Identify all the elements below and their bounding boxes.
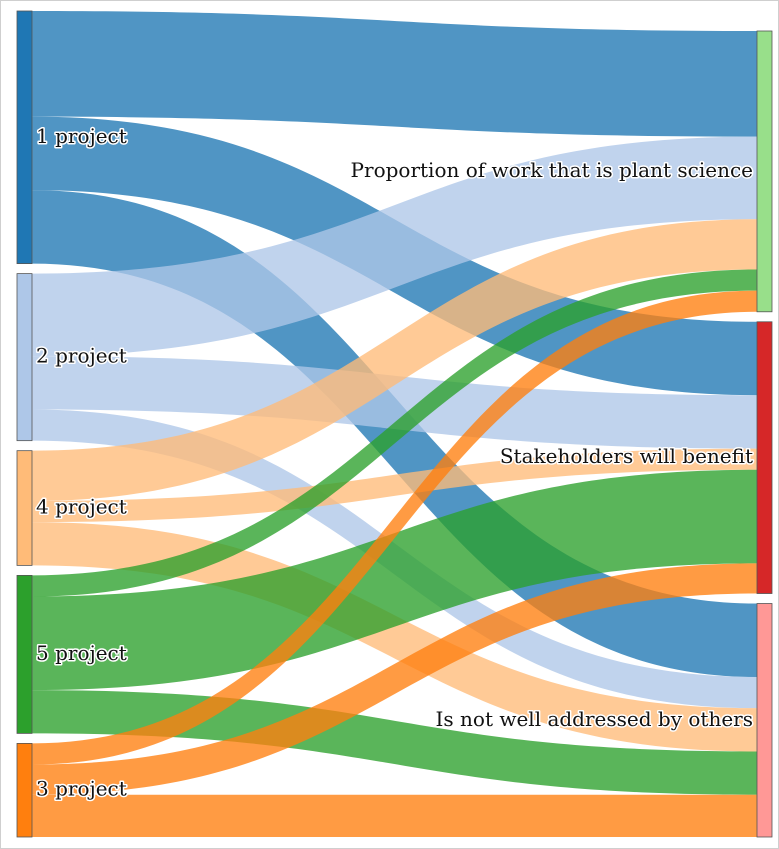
- link-s5-to-t1[interactable]: [32, 269, 757, 597]
- links-layer: [32, 11, 757, 837]
- node-s1[interactable]: [16, 10, 33, 265]
- link-s1-to-t1[interactable]: [32, 11, 757, 137]
- link-s3-to-t2[interactable]: [32, 563, 757, 795]
- link-s4-to-t1[interactable]: [32, 219, 757, 501]
- node-t2[interactable]: [756, 321, 773, 594]
- node-label-s2: 2 project: [36, 344, 127, 368]
- link-s4-to-t2[interactable]: [32, 448, 757, 523]
- node-label-t1: Proportion of work that is plant science: [351, 158, 753, 182]
- node-s3[interactable]: [16, 743, 33, 838]
- link-s2-to-t2[interactable]: [32, 356, 757, 449]
- node-label-s5: 5 project: [36, 641, 127, 665]
- node-label-s4: 4 project: [36, 495, 127, 519]
- node-t1[interactable]: [756, 30, 773, 313]
- node-t3[interactable]: [756, 603, 773, 838]
- labels-layer: 1 project 2 project 4 project 5 project 3 pr…: [35, 122, 755, 802]
- link-s3-to-t3[interactable]: [32, 794, 757, 837]
- node-s4[interactable]: [16, 450, 33, 566]
- node-label-s3: 3 project: [36, 777, 127, 801]
- link-s5-to-t2[interactable]: [32, 469, 757, 691]
- link-s4-to-t3[interactable]: [32, 522, 757, 752]
- link-s3-to-t1[interactable]: [32, 290, 757, 765]
- node-s2[interactable]: [16, 273, 33, 442]
- node-label-t3: Is not well addressed by others: [436, 707, 753, 731]
- nodes-layer: [16, 10, 773, 838]
- node-label-s1: 1 project: [36, 124, 127, 148]
- node-s5[interactable]: [16, 574, 33, 734]
- node-label-t2: Stakeholders will benefit: [500, 444, 753, 468]
- link-s2-to-t1[interactable]: [32, 136, 757, 357]
